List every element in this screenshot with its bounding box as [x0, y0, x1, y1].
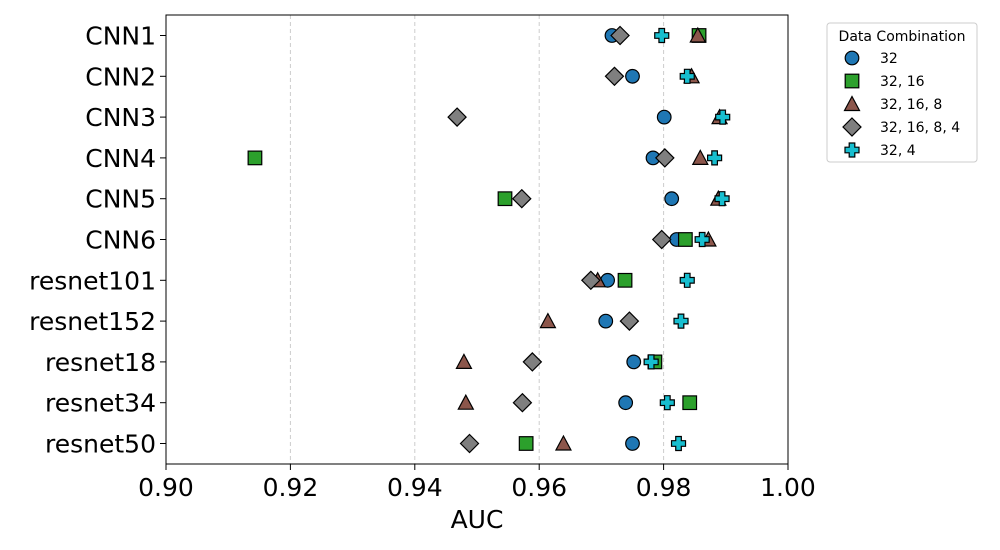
legend-label: 32, 16 [880, 74, 925, 90]
x-axis-label: AUC [451, 505, 504, 534]
x-tick-label: 0.98 [636, 473, 692, 502]
data-point [604, 66, 625, 87]
data-point [682, 395, 698, 411]
data-point [670, 435, 687, 452]
y-tick-label: resnet50 [45, 430, 156, 459]
x-tick-label: 0.96 [511, 473, 567, 502]
data-point [617, 272, 633, 288]
y-axis: CNN1 CNN2 CNN3 CNN4 CNN5 CNN6 resnet101 resnet1… [29, 22, 166, 459]
legend-marker [844, 142, 860, 158]
legend-marker [844, 73, 860, 89]
data-point [707, 150, 723, 166]
data-point [694, 231, 710, 248]
data-point [659, 395, 675, 411]
data-point [679, 68, 695, 84]
data-point [625, 68, 640, 84]
y-tick-label: CNN2 [85, 62, 156, 91]
data-point [610, 25, 630, 46]
data-point [715, 109, 731, 125]
data-point [654, 148, 675, 168]
x-tick-label: 1.00 [760, 473, 816, 502]
y-tick-label: resnet18 [45, 348, 156, 377]
data-point [673, 313, 689, 329]
data-point [580, 270, 601, 291]
legend-items: 32 32, 16 32, 16, 8 32, 16, 8, 4 32, 4 [842, 50, 960, 159]
series-0 [598, 28, 685, 451]
data-point [554, 434, 572, 451]
data-point [689, 26, 707, 43]
data-point [497, 191, 513, 207]
legend-title: Data Combination [839, 29, 966, 45]
legend-label: 32, 16, 8, 4 [880, 120, 960, 136]
legend-item: 32, 16, 8, 4 [842, 117, 960, 137]
data-point [598, 313, 614, 329]
legend-label: 32, 4 [880, 143, 916, 159]
data-point [619, 311, 640, 331]
data-point [679, 272, 695, 288]
data-point [247, 150, 263, 166]
y-tick-label: CNN1 [85, 22, 156, 51]
y-tick-label: CNN4 [85, 144, 156, 173]
data-points [247, 25, 731, 454]
series-3 [447, 25, 675, 454]
data-point [457, 393, 475, 410]
legend-marker [843, 95, 861, 112]
data-point [643, 354, 659, 370]
grid [289, 15, 665, 464]
data-point [714, 191, 730, 207]
legend: Data Combination 32 32, 16 32, 16, 8 32, 16… [826, 22, 978, 163]
y-tick-label: resnet34 [45, 389, 156, 418]
data-point [691, 149, 709, 165]
data-point [511, 188, 532, 209]
data-point [625, 436, 640, 451]
data-point [664, 191, 680, 207]
data-point [518, 436, 534, 451]
data-point [447, 107, 467, 127]
data-point [626, 354, 642, 370]
legend-item: 32, 4 [844, 142, 916, 159]
series-4 [643, 27, 731, 452]
legend-marker [844, 50, 860, 66]
data-point [651, 229, 672, 250]
data-point [455, 353, 473, 369]
data-point [677, 232, 693, 247]
y-tick-label: resnet101 [29, 266, 156, 295]
data-point [539, 312, 557, 329]
legend-item: 32, 16 [844, 73, 925, 90]
data-point [618, 395, 634, 411]
data-point [654, 27, 670, 44]
legend-label: 32, 16, 8 [880, 97, 942, 113]
x-tick-label: 0.92 [263, 473, 319, 502]
data-point [522, 352, 543, 372]
legend-item: 32 [844, 50, 898, 67]
y-tick-label: CNN6 [85, 226, 156, 255]
x-tick-label: 0.90 [138, 473, 194, 502]
legend-label: 32 [880, 51, 898, 67]
data-point [459, 433, 480, 454]
series-1 [247, 28, 707, 451]
legend-frame [826, 22, 978, 163]
legend-marker [842, 117, 862, 137]
y-tick-label: CNN3 [85, 103, 156, 132]
data-point [512, 392, 533, 413]
data-point [656, 109, 672, 125]
y-tick-label: resnet152 [29, 307, 156, 336]
legend-item: 32, 16, 8 [843, 95, 942, 113]
x-tick-label: 0.94 [387, 473, 443, 502]
x-axis: 0.90 0.92 0.94 0.96 0.98 1.00 [138, 464, 816, 502]
y-tick-label: CNN5 [85, 185, 156, 214]
